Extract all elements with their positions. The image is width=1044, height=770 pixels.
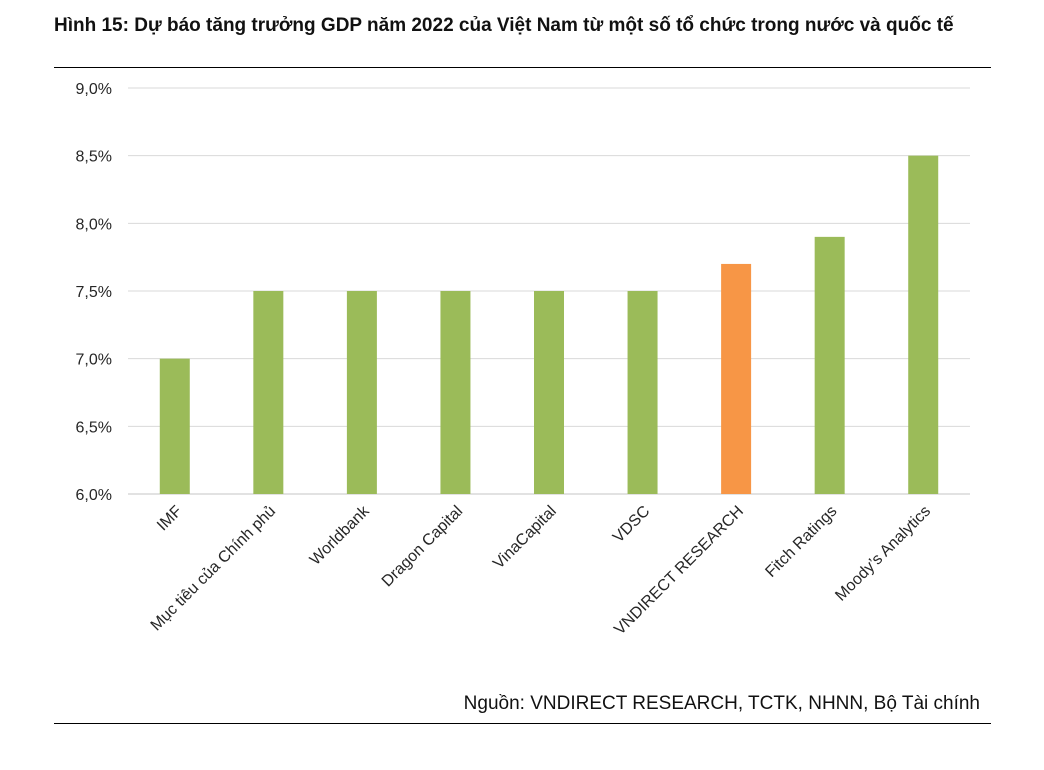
x-category-label: IMF: [154, 503, 186, 535]
top-divider: [54, 67, 991, 68]
y-tick-label: 6,0%: [76, 487, 112, 504]
x-category-label: Fitch Ratings: [762, 503, 840, 581]
bar-vdsc: [627, 291, 658, 494]
bar-vndirect-research: [721, 263, 752, 494]
y-tick-label: 6,5%: [76, 419, 112, 436]
bar-muc-tieu-cua-chinh-phu: [253, 291, 284, 494]
x-category-label: VDSC: [610, 503, 653, 546]
y-tick-label: 9,0%: [76, 81, 112, 98]
x-category-label: Worldbank: [307, 502, 374, 569]
y-tick-label: 8,5%: [76, 149, 112, 166]
bar-imf: [159, 358, 190, 494]
bar-worldbank: [346, 291, 377, 494]
y-tick-label: 8,0%: [76, 216, 112, 233]
y-axis-tick-labels: 6,0% 6,5% 7,0% 7,5% 8,0% 8,5% 9,0%: [76, 81, 112, 504]
y-tick-label: 7,0%: [76, 352, 112, 369]
bar-fitch-ratings: [814, 236, 845, 494]
bar-dragon-capital: [440, 291, 471, 494]
x-category-label: VinaCapital: [490, 503, 560, 573]
bars: [159, 155, 939, 494]
source-note: Nguồn: VNDIRECT RESEARCH, TCTK, NHNN, Bộ…: [463, 693, 980, 714]
bottom-divider: [54, 723, 991, 724]
y-tick-label: 7,5%: [76, 284, 112, 301]
x-category-label: Dragon Capital: [379, 503, 466, 590]
x-category-label: Moody’s Analytics: [832, 503, 934, 605]
figure-title: Hình 15: Dự báo tăng trưởng GDP năm 2022…: [54, 15, 954, 36]
bar-moody-s-analytics: [908, 155, 939, 494]
bar-vinacapital: [534, 291, 564, 494]
